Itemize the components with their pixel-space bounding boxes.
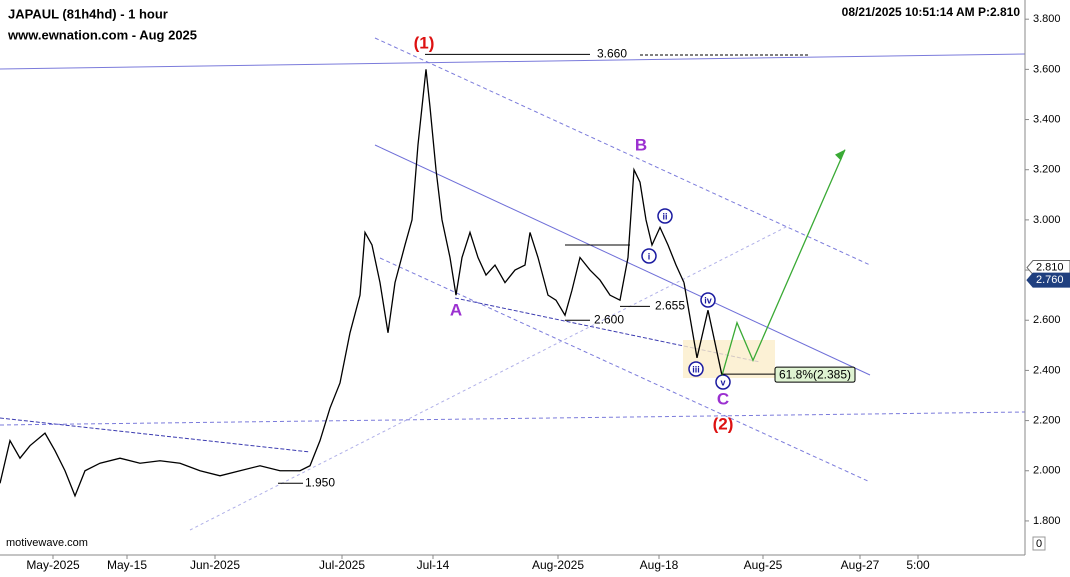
status: 08/21/2025 10:51:14 AM P:2.810	[842, 5, 1021, 19]
price-line	[0, 69, 685, 498]
subwave-label: v	[720, 377, 725, 387]
subwave-label: iv	[704, 295, 712, 305]
title: JAPAUL (81h4hd) - 1 hour	[8, 6, 168, 21]
level-label: 1.950	[305, 475, 335, 489]
subtitle: www.ewnation.com - Aug 2025	[7, 27, 197, 42]
trendline	[0, 411, 1026, 426]
projection	[683, 282, 723, 376]
y-tick-label: 3.800	[1033, 13, 1061, 25]
x-tick-label: Aug-2025	[532, 558, 584, 572]
subwave-circle	[715, 374, 731, 390]
y-tick-label: 3.400	[1033, 113, 1061, 125]
trendline	[0, 417, 311, 453]
x-tick-label: May-15	[107, 558, 147, 572]
y-tick-label: 2.200	[1033, 414, 1061, 426]
trendlines	[0, 37, 1026, 531]
y-tick-label: 3.200	[1033, 164, 1061, 176]
projection	[721, 149, 846, 376]
subwave-label: ii	[662, 211, 667, 221]
price-marker-label: 2.810	[1036, 261, 1064, 273]
target-label: 61.8%(2.385)	[779, 367, 851, 381]
y-tick-label: 2.600	[1033, 314, 1061, 326]
subwave-circle	[657, 208, 673, 224]
y-tick-label: 2.400	[1033, 364, 1061, 376]
price-marker	[1026, 272, 1070, 288]
subwave-label: iii	[692, 364, 700, 374]
subwave-circle	[688, 361, 704, 377]
wave-label: (2)	[713, 414, 734, 433]
subwave-circle	[641, 248, 657, 264]
x-tick-label: Jul-14	[417, 558, 450, 572]
price-marker-label: 2.760	[1036, 274, 1064, 286]
arrow-head	[835, 149, 845, 161]
y-tick-label: 3.000	[1033, 214, 1061, 226]
x-tick-label: May-2025	[26, 558, 80, 572]
y-tick-label: 1.800	[1033, 515, 1061, 527]
x-tick-label: Jun-2025	[190, 558, 240, 572]
subwave-label: i	[648, 251, 651, 261]
level-label: 2.655	[655, 299, 685, 313]
x-tick-label: Aug-25	[744, 558, 783, 572]
trendline	[0, 53, 1026, 70]
level-label: 3.660	[597, 46, 627, 60]
trendline	[374, 144, 871, 376]
wave-label: A	[450, 300, 462, 319]
wave-label: B	[635, 135, 647, 154]
subwave-circle	[700, 292, 716, 308]
wave-label: C	[717, 389, 729, 408]
y-tick-label: 3.600	[1033, 63, 1061, 75]
scroll-box	[1032, 536, 1046, 551]
x-tick-label: Aug-27	[841, 558, 880, 572]
trendline	[379, 257, 871, 483]
trendline	[189, 224, 791, 531]
target-box	[774, 366, 856, 383]
level-label: 2.600	[594, 312, 624, 326]
x-tick-label: Jul-2025	[319, 558, 365, 572]
x-tick-label: 5:00	[906, 558, 930, 572]
y-tick-label: 2.000	[1033, 465, 1061, 477]
wave-label: (1)	[414, 33, 435, 52]
price-marker	[1026, 260, 1070, 276]
x-tick-label: Aug-18	[640, 558, 679, 572]
scroll-marker: 0	[1036, 538, 1042, 550]
wave-labels: (1) A B C (2)	[414, 33, 734, 433]
footer: motivewave.com	[6, 537, 88, 549]
